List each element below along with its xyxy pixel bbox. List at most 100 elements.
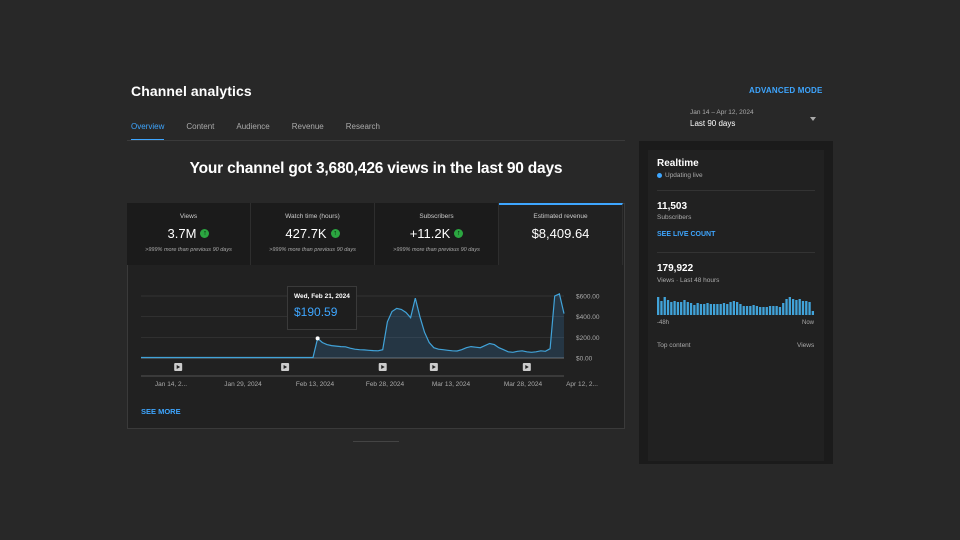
metric-value: 427.7K xyxy=(285,226,327,241)
play-icon xyxy=(432,365,436,369)
realtime-bar xyxy=(745,306,749,315)
tab-audience[interactable]: Audience xyxy=(236,122,270,131)
realtime-bar xyxy=(739,304,742,315)
top-content-views-label: Views xyxy=(797,342,815,349)
realtime-bar xyxy=(726,304,729,315)
realtime-bar xyxy=(693,305,696,315)
live-dot-icon xyxy=(657,173,662,178)
realtime-title: Realtime xyxy=(657,158,699,169)
tab-content[interactable]: Content xyxy=(186,122,215,131)
realtime-bar xyxy=(719,304,722,315)
views-headline: Your channel got 3,680,426 views in the … xyxy=(189,160,563,177)
video-marker[interactable] xyxy=(522,363,531,371)
realtime-bar xyxy=(765,307,768,315)
y-tick-label: $400.00 xyxy=(576,314,600,321)
realtime-subscribers-label: Subscribers xyxy=(657,214,692,221)
realtime-bar xyxy=(683,300,686,315)
video-marker[interactable] xyxy=(281,363,290,371)
metric-change: >999% more than previous 90 days xyxy=(393,247,480,253)
metric-views[interactable]: Views 3.7M ↑ >999% more than previous 90 … xyxy=(127,203,251,265)
chevron-down-icon xyxy=(810,117,816,121)
metric-label: Watch time (hours) xyxy=(285,213,340,220)
realtime-bar xyxy=(749,306,752,315)
metric-change: >999% more than previous 90 days xyxy=(145,247,232,253)
realtime-bar xyxy=(666,300,670,315)
arrow-up-icon: ↑ xyxy=(330,229,340,238)
metric-label: Subscribers xyxy=(419,213,454,220)
metric-watch-time[interactable]: Watch time (hours) 427.7K ↑ >999% more th… xyxy=(251,203,375,265)
tooltip-date: Wed, Feb 21, 2024 xyxy=(294,293,350,300)
realtime-bar xyxy=(778,307,782,315)
realtime-bar xyxy=(791,299,795,315)
realtime-bar xyxy=(696,303,699,315)
date-range-selector[interactable]: Jan 14 – Apr 12, 2024 Last 90 days xyxy=(690,109,820,128)
realtime-views-bars xyxy=(657,297,815,315)
realtime-bar xyxy=(729,302,732,315)
realtime-bar xyxy=(752,305,755,315)
realtime-bar xyxy=(785,299,788,315)
play-icon xyxy=(176,365,181,369)
x-tick-label: Feb 13, 2024 xyxy=(296,381,335,388)
arrow-up-icon: ↑ xyxy=(454,229,464,238)
realtime-views-label: Views · Last 48 hours xyxy=(657,277,720,284)
realtime-bar xyxy=(775,306,778,315)
x-tick-label: Mar 28, 2024 xyxy=(504,381,543,388)
realtime-bar xyxy=(808,302,811,315)
realtime-bar xyxy=(782,303,785,315)
hover-point xyxy=(315,336,320,341)
realtime-axis-end: Now xyxy=(802,320,815,326)
tab-bar: Overview Content Audience Revenue Resear… xyxy=(131,122,402,141)
realtime-bar xyxy=(788,297,791,315)
metric-value: 3.7M xyxy=(167,226,197,241)
x-tick-label: Jan 29, 2024 xyxy=(224,381,262,388)
tooltip-value: $190.59 xyxy=(294,305,338,319)
realtime-bar xyxy=(689,303,693,315)
metric-change: >999% more than previous 90 days xyxy=(269,247,356,253)
top-content-label: Top content xyxy=(657,342,691,349)
video-marker[interactable] xyxy=(429,363,438,371)
metric-value: +11.2K xyxy=(409,226,451,241)
metric-subscribers[interactable]: Subscribers +11.2K ↑ >999% more than prev… xyxy=(375,203,499,265)
metric-cards: Views 3.7M ↑ >999% more than previous 90 … xyxy=(127,203,623,265)
realtime-bar xyxy=(660,301,663,315)
realtime-bar xyxy=(663,297,666,315)
realtime-bar xyxy=(712,304,716,315)
realtime-subscribers-value: 11,503 xyxy=(657,201,688,212)
realtime-bar xyxy=(762,307,765,315)
video-marker[interactable] xyxy=(378,363,387,371)
realtime-bar xyxy=(805,301,808,315)
see-live-count-button[interactable]: SEE LIVE COUNT xyxy=(657,231,716,238)
y-tick-label: $600.00 xyxy=(576,294,600,301)
realtime-bar xyxy=(716,304,719,315)
header-divider xyxy=(127,140,625,141)
metric-revenue[interactable]: Estimated revenue $8,409.64 xyxy=(499,203,623,265)
realtime-bar xyxy=(811,311,815,315)
x-tick-label: Apr 12, 2... xyxy=(566,381,598,388)
realtime-divider xyxy=(657,252,815,253)
tab-overview[interactable]: Overview xyxy=(131,122,165,141)
realtime-bar xyxy=(706,303,709,315)
chart-tooltip: Wed, Feb 21, 2024 $190.59 xyxy=(287,286,357,330)
realtime-status-text: Updating live xyxy=(665,172,703,179)
x-tick-label: Jan 14, 2... xyxy=(155,381,187,388)
see-more-button[interactable]: SEE MORE xyxy=(141,407,181,416)
realtime-bar xyxy=(670,302,673,315)
date-range-text: Jan 14 – Apr 12, 2024 xyxy=(690,109,754,116)
advanced-mode-link[interactable]: ADVANCED MODE xyxy=(749,86,823,95)
realtime-bar xyxy=(801,301,805,315)
metric-label: Estimated revenue xyxy=(533,213,588,220)
realtime-bar xyxy=(732,301,736,315)
realtime-bar xyxy=(673,301,676,315)
realtime-divider xyxy=(657,190,815,191)
realtime-bar xyxy=(795,300,798,315)
realtime-axis-start: -48h xyxy=(657,320,670,326)
video-marker[interactable] xyxy=(174,363,183,371)
realtime-bar xyxy=(768,306,772,315)
realtime-bar xyxy=(686,302,689,315)
realtime-bar xyxy=(755,306,759,315)
tab-revenue[interactable]: Revenue xyxy=(291,122,324,131)
realtime-bar xyxy=(657,297,660,315)
realtime-bar xyxy=(699,304,703,315)
tab-research[interactable]: Research xyxy=(345,122,381,131)
revenue-chart: $600.00 $400.00 $200.00 $0.00 Jan 14, 2... Ja… xyxy=(141,293,600,388)
